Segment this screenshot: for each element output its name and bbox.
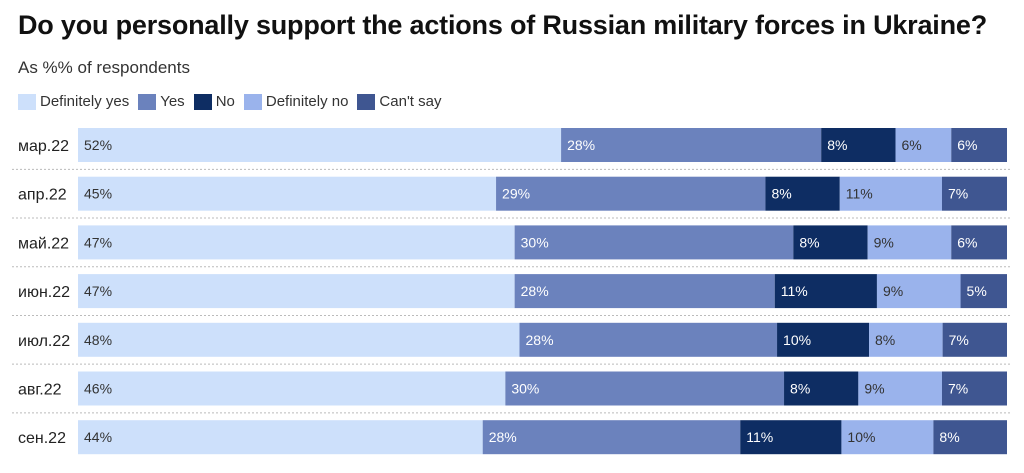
data-label: 9% xyxy=(874,234,894,250)
data-label: 11% xyxy=(781,283,808,299)
stacked-bar-chart: мар.22 52% 28% 8% 6% 6% апр.22 45% 29% 8% 11% 7% май… xyxy=(12,128,1010,455)
data-label: 8% xyxy=(939,429,959,445)
bar-can-t-say xyxy=(933,420,1007,455)
data-label: 29% xyxy=(502,186,530,202)
data-label: 10% xyxy=(783,332,811,348)
bar-can-t-say xyxy=(951,225,1007,260)
bar-definitely-yes xyxy=(78,420,483,455)
bar-can-t-say xyxy=(941,371,1007,406)
data-label: 6% xyxy=(957,137,977,153)
data-label: 8% xyxy=(827,137,847,153)
data-label: 8% xyxy=(790,381,810,397)
bar-can-t-say xyxy=(941,176,1007,211)
bar-no xyxy=(821,128,896,162)
row-label: июн.22 xyxy=(18,284,70,301)
bar-definitely-yes xyxy=(78,225,515,260)
data-label: 9% xyxy=(864,381,884,397)
bar-no xyxy=(784,371,859,406)
data-label: 30% xyxy=(511,381,539,397)
bar-yes xyxy=(514,225,794,260)
data-label: 7% xyxy=(948,381,968,397)
data-label: 5% xyxy=(967,283,987,299)
data-label: 10% xyxy=(847,429,875,445)
data-label: 9% xyxy=(883,283,903,299)
legend-item-can-t-say: Can't say xyxy=(357,93,441,110)
bar-can-t-say xyxy=(951,128,1007,162)
legend-swatch xyxy=(18,93,36,110)
bar-definitely-no xyxy=(841,420,934,455)
data-label: 6% xyxy=(957,234,977,250)
bar-definitely-yes xyxy=(78,128,562,162)
bar-can-t-say xyxy=(960,274,1007,309)
bar-yes xyxy=(496,176,766,211)
legend-label: Definitely no xyxy=(265,93,349,110)
bar-yes xyxy=(561,128,822,162)
legend-swatch xyxy=(243,93,262,110)
bar-yes xyxy=(482,420,741,455)
bar-definitely-yes xyxy=(78,274,515,309)
row-label: июл.22 xyxy=(18,333,70,350)
data-label: 11% xyxy=(846,186,873,202)
bar-can-t-say xyxy=(942,322,1007,357)
bar-no xyxy=(765,176,840,211)
data-label: 11% xyxy=(746,429,773,445)
bar-no xyxy=(774,274,877,309)
legend-swatch xyxy=(193,93,212,110)
data-label: 7% xyxy=(948,186,968,202)
data-label: 46% xyxy=(84,381,112,397)
legend-swatch xyxy=(357,93,376,110)
row-label: авг.22 xyxy=(18,382,62,399)
data-label: 48% xyxy=(84,332,112,348)
bar-no xyxy=(777,322,870,357)
data-label: 8% xyxy=(771,186,791,202)
data-label: 6% xyxy=(902,137,922,153)
data-label: 28% xyxy=(567,137,595,153)
bar-no xyxy=(740,420,842,455)
row-label: май.22 xyxy=(18,235,69,252)
row-label: апр.22 xyxy=(18,187,67,204)
legend-item-definitely-yes: Definitely yes xyxy=(18,93,129,110)
legend-item-no: No xyxy=(193,93,235,110)
row-label: мар.22 xyxy=(18,138,69,155)
data-label: 8% xyxy=(799,234,819,250)
data-label: 28% xyxy=(489,429,517,445)
bar-definitely-no xyxy=(858,371,942,406)
bar-definitely-no xyxy=(869,322,943,357)
row-label: сен.22 xyxy=(18,430,66,447)
data-label: 52% xyxy=(84,137,112,153)
bar-definitely-yes xyxy=(78,322,520,357)
bar-definitely-no xyxy=(876,274,961,309)
legend-label: Yes xyxy=(160,93,185,110)
bar-definitely-no xyxy=(867,225,952,260)
legend-label: No xyxy=(215,93,235,110)
data-label: 30% xyxy=(521,234,549,250)
bar-yes xyxy=(519,322,778,357)
data-label: 28% xyxy=(526,332,554,348)
chart-title: Do you personally support the actions of… xyxy=(18,10,988,40)
bar-yes xyxy=(514,274,775,309)
data-label: 7% xyxy=(949,332,969,348)
bar-no xyxy=(793,225,868,260)
data-label: 8% xyxy=(875,332,895,348)
bar-definitely-yes xyxy=(78,176,497,211)
data-label: 44% xyxy=(84,429,112,445)
chart-subtitle: As %% of respondents xyxy=(18,58,190,77)
bar-yes xyxy=(505,371,785,406)
data-label: 47% xyxy=(84,234,112,250)
legend-label: Definitely yes xyxy=(40,93,130,110)
legend-item-definitely-no: Definitely no xyxy=(243,93,349,110)
data-label: 45% xyxy=(84,186,112,202)
legend-label: Can't say xyxy=(379,93,442,110)
bar-definitely-no xyxy=(839,176,942,211)
bar-definitely-yes xyxy=(78,371,506,406)
legend: Definitely yes Yes No Definitely no Can't sa… xyxy=(18,93,450,110)
data-label: 28% xyxy=(521,283,549,299)
data-label: 47% xyxy=(84,283,112,299)
legend-item-yes: Yes xyxy=(138,93,185,110)
bar-definitely-no xyxy=(895,128,952,162)
legend-swatch xyxy=(138,93,157,110)
